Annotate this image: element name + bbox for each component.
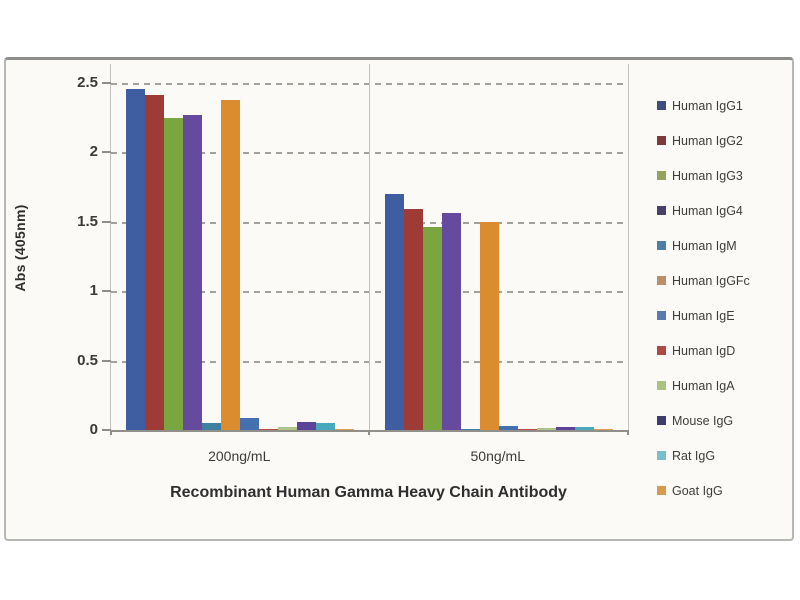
legend-swatch [657,206,666,215]
legend-item-human-igg4: Human IgG4 [657,193,787,228]
bar-human-igg2 [145,95,165,430]
legend-label: Human IgG2 [672,133,743,148]
legend-swatch [657,276,666,285]
legend-label: Human IgG4 [672,203,743,218]
bar-human-igg1 [384,194,404,430]
y-tick-label: 1 [89,282,98,300]
bar-human-ige [240,418,260,430]
y-tick-mark [102,82,111,84]
y-tick-label: 0 [89,421,98,438]
bar-human-igm [460,429,480,430]
bar-human-igm [202,423,222,430]
legend-item-mouse-igg: Mouse IgG [657,403,787,438]
legend-item-human-igd: Human IgD [657,333,787,368]
bar-mouse-igg [297,422,317,430]
bar-human-iggfc [479,222,499,430]
y-tick-mark [102,220,111,223]
bars-layer [111,64,628,430]
bar-human-igg4 [183,115,203,430]
y-tick-label: 2 [89,143,98,161]
legend-swatch [657,136,666,145]
legend-swatch [657,416,666,425]
y-tick-mark [102,290,111,293]
legend-item-human-igg2: Human IgG2 [657,123,787,158]
legend-swatch [657,311,666,320]
legend-label: Mouse IgG [672,413,734,428]
bar-human-igg3 [422,227,442,430]
legend-label: Human IgG3 [672,168,743,183]
bar-human-iga [536,428,556,430]
legend-item-human-igm: Human IgM [657,228,787,263]
bar-human-igg3 [164,118,184,430]
y-tick-mark [102,429,111,431]
y-tick-mark [102,151,111,154]
legend-label: Human IgGFc [672,273,750,288]
legend-swatch [657,451,666,460]
category-divider-line [369,64,370,430]
legend-label: Human IgA [672,378,735,393]
x-tick-mark [110,430,112,435]
legend-swatch [657,381,666,390]
legend-label: Human IgE [672,308,735,323]
legend-swatch [657,346,666,355]
legend-swatch [657,486,666,495]
bar-human-igg2 [403,209,423,430]
bar-rat-igg [316,423,336,430]
y-tick-label: 2.5 [77,74,98,91]
y-tick-label: 0.5 [77,351,98,369]
legend-label: Human IgD [672,343,736,358]
bar-human-igg4 [441,213,461,430]
legend-item-human-igg1: Human IgG1 [657,88,787,123]
x-category-label: 200ng/mL [208,448,271,464]
legend-item-rat-igg: Rat IgG [657,438,787,473]
y-tick-mark [102,359,111,362]
bar-human-ige [498,426,518,430]
legend-label: Rat IgG [672,448,716,463]
plot-area [110,64,629,432]
legend: Human IgG1 Human IgG2 Human IgG3 Human IgG4… [657,88,787,508]
bar-rat-igg [574,427,594,430]
x-axis-category-labels: 200ng/mL 50ng/mL [110,448,627,464]
bar-human-igg1 [126,89,146,430]
legend-item-human-iggfc: Human IgGFc [657,263,787,298]
legend-item-human-igg3: Human IgG3 [657,158,787,193]
bar-mouse-igg [555,427,575,430]
legend-item-human-iga: Human IgA [657,368,787,403]
legend-label: Goat IgG [672,483,723,498]
legend-label: Human IgG1 [672,98,743,113]
chart-title: Recombinant Human Gamma Heavy Chain Anti… [170,484,567,501]
x-category-label: 50ng/mL [470,448,525,464]
bar-human-iggfc [221,100,241,430]
x-tick-mark [627,430,629,435]
bar-human-igd [517,429,537,430]
legend-swatch [657,171,666,180]
legend-swatch [657,101,666,110]
bar-group-200ng/mL [111,64,370,430]
bar-goat-igg [593,429,613,430]
legend-label: Human IgM [672,238,737,253]
y-tick-label: 1.5 [77,212,98,230]
bar-human-iga [278,427,298,430]
legend-item-goat-igg: Goat IgG [657,473,787,508]
y-axis-title: Abs (405nm) [12,204,28,292]
x-tick-mark [368,430,370,435]
legend-swatch [657,241,666,250]
bar-goat-igg [335,429,355,430]
bar-group-50ng/mL [370,64,629,430]
bar-human-igd [259,429,279,430]
legend-item-human-ige: Human IgE [657,298,787,333]
